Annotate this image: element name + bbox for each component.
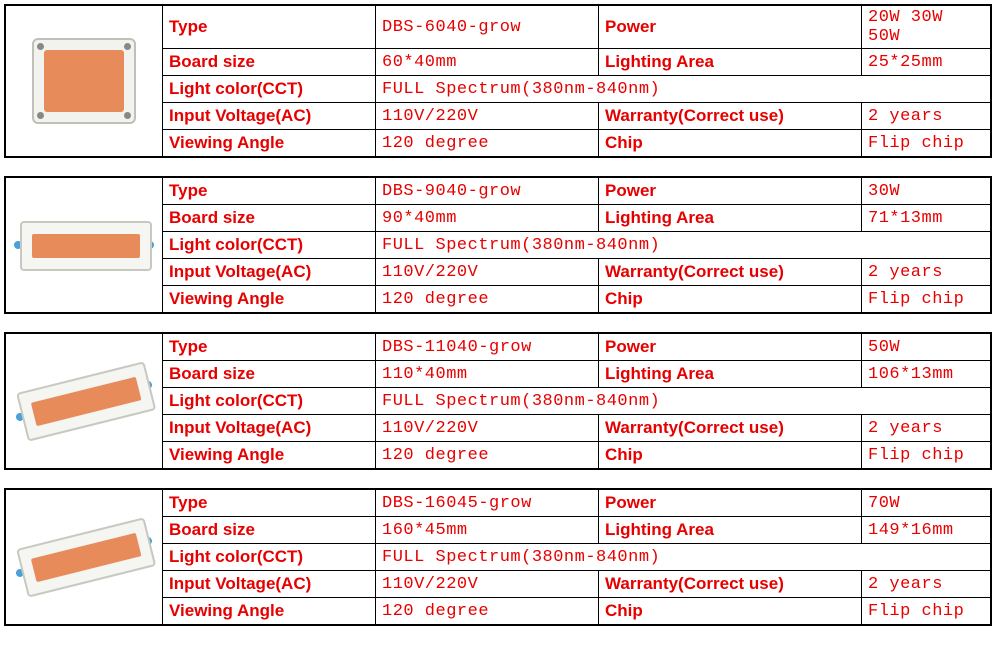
value-type: DBS-11040-grow: [376, 334, 599, 361]
product-image-cell: [6, 178, 163, 312]
value-lighting-area: 106*13mm: [862, 361, 991, 388]
value-board-size: 110*40mm: [376, 361, 599, 388]
value-chip: Flip chip: [862, 286, 991, 313]
label-input-voltage: Input Voltage(AC): [163, 571, 376, 598]
spec-table: Type DBS-16045-grow Power 70W Board size…: [163, 490, 990, 624]
product-image: [10, 359, 158, 443]
product-image: [14, 219, 154, 271]
label-type: Type: [163, 490, 376, 517]
spec-table: Type DBS-6040-grow Power 20W 30W 50W Boa…: [163, 6, 990, 156]
label-power: Power: [599, 178, 862, 205]
label-viewing-angle: Viewing Angle: [163, 598, 376, 625]
spec-table: Type DBS-9040-grow Power 30W Board size …: [163, 178, 990, 312]
value-lighting-area: 25*25mm: [862, 49, 991, 76]
value-type: DBS-6040-grow: [376, 6, 599, 49]
label-warranty: Warranty(Correct use): [599, 103, 862, 130]
value-warranty: 2 years: [862, 415, 991, 442]
value-lighting-area: 149*16mm: [862, 517, 991, 544]
value-viewing-angle: 120 degree: [376, 442, 599, 469]
label-type: Type: [163, 6, 376, 49]
value-board-size: 90*40mm: [376, 205, 599, 232]
value-chip: Flip chip: [862, 598, 991, 625]
value-warranty: 2 years: [862, 103, 991, 130]
label-chip: Chip: [599, 598, 862, 625]
product-spec-block: Type DBS-9040-grow Power 30W Board size …: [4, 176, 992, 314]
value-light-color: FULL Spectrum(380nm-840nm): [376, 388, 991, 415]
label-light-color: Light color(CCT): [163, 544, 376, 571]
value-input-voltage: 110V/220V: [376, 415, 599, 442]
label-power: Power: [599, 334, 862, 361]
value-input-voltage: 110V/220V: [376, 571, 599, 598]
label-chip: Chip: [599, 442, 862, 469]
value-power: 20W 30W 50W: [862, 6, 991, 49]
value-viewing-angle: 120 degree: [376, 286, 599, 313]
value-board-size: 60*40mm: [376, 49, 599, 76]
value-input-voltage: 110V/220V: [376, 103, 599, 130]
value-input-voltage: 110V/220V: [376, 259, 599, 286]
value-power: 50W: [862, 334, 991, 361]
value-type: DBS-16045-grow: [376, 490, 599, 517]
value-viewing-angle: 120 degree: [376, 598, 599, 625]
label-light-color: Light color(CCT): [163, 388, 376, 415]
label-board-size: Board size: [163, 361, 376, 388]
product-image-cell: [6, 6, 163, 156]
value-warranty: 2 years: [862, 571, 991, 598]
label-input-voltage: Input Voltage(AC): [163, 259, 376, 286]
label-lighting-area: Lighting Area: [599, 517, 862, 544]
value-chip: Flip chip: [862, 442, 991, 469]
label-input-voltage: Input Voltage(AC): [163, 415, 376, 442]
value-board-size: 160*45mm: [376, 517, 599, 544]
product-image: [10, 515, 158, 599]
label-power: Power: [599, 490, 862, 517]
product-spec-block: Type DBS-16045-grow Power 70W Board size…: [4, 488, 992, 626]
value-warranty: 2 years: [862, 259, 991, 286]
product-image: [32, 38, 136, 124]
value-lighting-area: 71*13mm: [862, 205, 991, 232]
label-chip: Chip: [599, 130, 862, 157]
label-lighting-area: Lighting Area: [599, 205, 862, 232]
label-warranty: Warranty(Correct use): [599, 571, 862, 598]
label-input-voltage: Input Voltage(AC): [163, 103, 376, 130]
label-lighting-area: Lighting Area: [599, 361, 862, 388]
value-power: 30W: [862, 178, 991, 205]
label-warranty: Warranty(Correct use): [599, 259, 862, 286]
product-image-cell: [6, 490, 163, 624]
product-image-cell: [6, 334, 163, 468]
product-spec-block: Type DBS-6040-grow Power 20W 30W 50W Boa…: [4, 4, 992, 158]
value-viewing-angle: 120 degree: [376, 130, 599, 157]
value-light-color: FULL Spectrum(380nm-840nm): [376, 76, 991, 103]
value-light-color: FULL Spectrum(380nm-840nm): [376, 232, 991, 259]
label-viewing-angle: Viewing Angle: [163, 286, 376, 313]
label-viewing-angle: Viewing Angle: [163, 130, 376, 157]
label-light-color: Light color(CCT): [163, 76, 376, 103]
label-power: Power: [599, 6, 862, 49]
label-type: Type: [163, 334, 376, 361]
label-chip: Chip: [599, 286, 862, 313]
value-type: DBS-9040-grow: [376, 178, 599, 205]
label-board-size: Board size: [163, 205, 376, 232]
value-power: 70W: [862, 490, 991, 517]
label-lighting-area: Lighting Area: [599, 49, 862, 76]
product-spec-block: Type DBS-11040-grow Power 50W Board size…: [4, 332, 992, 470]
label-board-size: Board size: [163, 49, 376, 76]
spec-table: Type DBS-11040-grow Power 50W Board size…: [163, 334, 990, 468]
value-chip: Flip chip: [862, 130, 991, 157]
label-board-size: Board size: [163, 517, 376, 544]
label-warranty: Warranty(Correct use): [599, 415, 862, 442]
value-light-color: FULL Spectrum(380nm-840nm): [376, 544, 991, 571]
label-light-color: Light color(CCT): [163, 232, 376, 259]
label-type: Type: [163, 178, 376, 205]
label-viewing-angle: Viewing Angle: [163, 442, 376, 469]
